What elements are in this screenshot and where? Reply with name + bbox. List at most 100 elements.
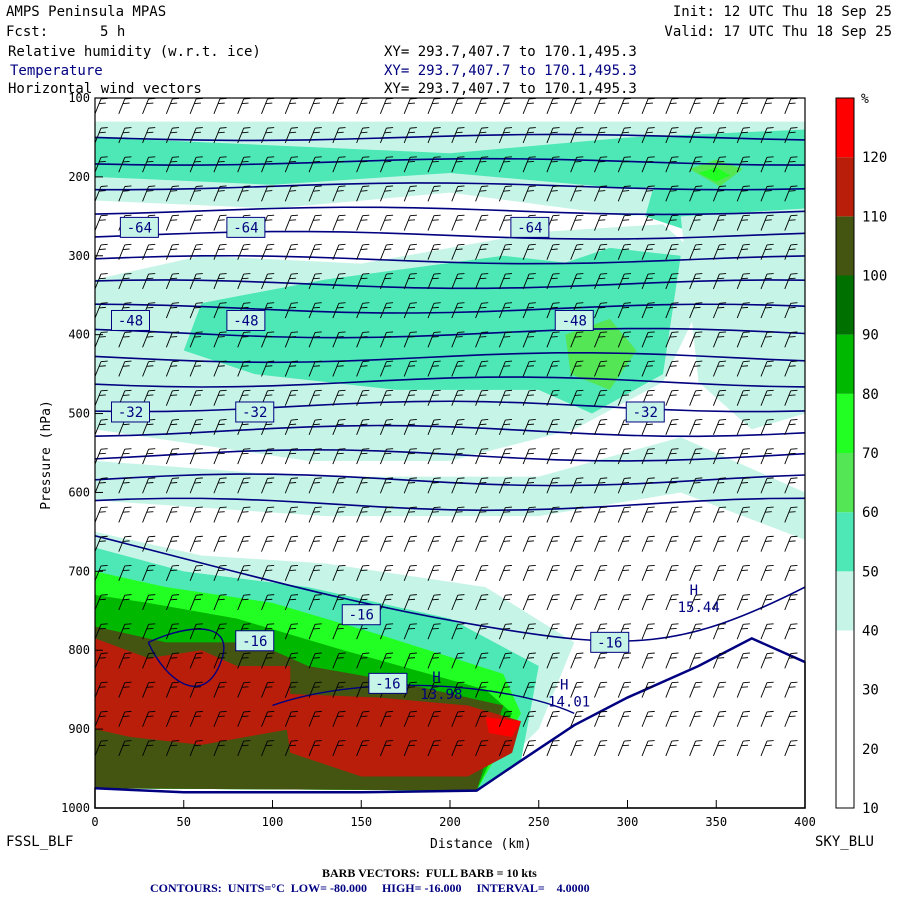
wind-barb bbox=[380, 710, 394, 727]
x-tick-label: 0 bbox=[91, 815, 98, 829]
wind-barb-shaft bbox=[213, 215, 221, 231]
wind-barb-shaft bbox=[403, 478, 411, 494]
wind-barb-flag bbox=[574, 394, 582, 396]
wind-barb-flag bbox=[457, 681, 465, 684]
wind-barb-flag bbox=[148, 448, 156, 450]
wind-barb-flag bbox=[741, 160, 749, 163]
wind-barb bbox=[451, 594, 465, 611]
wind-barb bbox=[617, 185, 631, 202]
wind-barb bbox=[784, 419, 798, 436]
wind-barb bbox=[261, 564, 275, 581]
wind-barb-flag bbox=[765, 131, 772, 134]
wind-barb-flag bbox=[291, 185, 298, 187]
wind-barb-shaft bbox=[570, 361, 578, 377]
wind-barb bbox=[665, 740, 679, 757]
wind-barb bbox=[641, 185, 655, 202]
wind-barb-flag bbox=[669, 394, 677, 396]
wind-barb-flag bbox=[576, 740, 584, 742]
field-name-rh: Relative humidity (w.r.t. ice) bbox=[8, 44, 261, 60]
wind-barb-flag bbox=[146, 627, 154, 630]
wind-barb bbox=[261, 156, 275, 173]
wind-barb-flag bbox=[360, 744, 368, 747]
wind-barb-flag bbox=[313, 219, 320, 221]
wind-barb-flag bbox=[765, 102, 772, 105]
wind-barb bbox=[189, 652, 203, 669]
wind-barb-flag bbox=[362, 419, 370, 421]
wind-barb-flag bbox=[695, 535, 703, 538]
wind-barb bbox=[784, 302, 798, 319]
wind-barb-shaft bbox=[784, 361, 792, 377]
wind-barb-shaft bbox=[189, 507, 197, 523]
wind-barb-shaft bbox=[784, 594, 792, 611]
wind-barb-flag bbox=[289, 482, 297, 484]
wind-barb-flag bbox=[479, 482, 487, 484]
wind-barb-flag bbox=[360, 365, 368, 367]
wind-barb-flag bbox=[243, 594, 251, 596]
wind-barb-shaft bbox=[546, 449, 554, 465]
wind-barb-shaft bbox=[665, 507, 673, 523]
wind-barb-flag bbox=[766, 652, 774, 654]
wind-barb-flag bbox=[291, 564, 298, 567]
wind-barb-flag bbox=[360, 248, 368, 250]
colorbar-tick-label: 40 bbox=[862, 624, 879, 640]
wind-barb-flag bbox=[362, 448, 370, 450]
wind-barb-flag bbox=[124, 652, 132, 654]
wind-barb-flag bbox=[529, 623, 536, 625]
wind-barb-shaft bbox=[570, 507, 578, 523]
wind-barb-shaft bbox=[712, 98, 720, 114]
wind-barb-shaft bbox=[284, 361, 292, 377]
wind-barb-shaft bbox=[142, 98, 149, 114]
wind-barb-flag bbox=[122, 336, 130, 338]
wind-barb-flag bbox=[503, 394, 511, 396]
wind-barb-flag bbox=[790, 243, 798, 246]
temperature-contour bbox=[95, 351, 805, 364]
wind-barb-flag bbox=[695, 448, 703, 450]
wind-barb-flag bbox=[408, 540, 416, 542]
wind-barb bbox=[189, 389, 203, 406]
wind-barb bbox=[641, 127, 655, 144]
wind-barb bbox=[142, 331, 156, 348]
wind-barb-flag bbox=[336, 131, 344, 134]
wind-barb-flag bbox=[362, 156, 370, 158]
wind-barb bbox=[665, 302, 679, 319]
wind-barb bbox=[237, 681, 251, 698]
wind-barb-shaft bbox=[261, 127, 268, 144]
wind-barb-shaft bbox=[712, 478, 720, 494]
wind-barb-flag bbox=[790, 360, 798, 363]
wind-barb bbox=[784, 506, 798, 523]
wind-barb-flag bbox=[646, 540, 653, 542]
wind-barb-flag bbox=[410, 623, 417, 625]
wind-barb-flag bbox=[148, 214, 156, 217]
wind-barb bbox=[617, 506, 631, 523]
wind-barb-shaft bbox=[522, 740, 530, 757]
wind-barb bbox=[95, 710, 108, 727]
wind-barb bbox=[142, 740, 156, 757]
wind-barb bbox=[570, 710, 584, 727]
rh-region-mid-core bbox=[183, 255, 628, 390]
wind-barb-flag bbox=[719, 156, 727, 158]
wind-barb-flag bbox=[505, 419, 513, 421]
wind-barb bbox=[213, 448, 227, 465]
wind-barb-shaft bbox=[237, 594, 245, 611]
wind-barb-flag bbox=[100, 273, 108, 275]
wind-barb bbox=[284, 448, 298, 465]
wind-barb-flag bbox=[218, 657, 225, 659]
wind-barb-flag bbox=[194, 452, 201, 455]
wind-barb-flag bbox=[384, 452, 392, 455]
wind-barb bbox=[736, 594, 750, 611]
wind-barb-flag bbox=[360, 423, 368, 426]
wind-barb-flag bbox=[410, 156, 417, 158]
wind-barb bbox=[165, 185, 180, 202]
wind-barb-flag bbox=[122, 190, 130, 192]
wind-barb-shaft bbox=[451, 127, 459, 144]
wind-barb-flag bbox=[788, 365, 796, 367]
wind-barb-flag bbox=[481, 710, 489, 713]
y-tick-label: 100 bbox=[68, 91, 90, 105]
wind-barb-shaft bbox=[522, 273, 530, 290]
wind-barb bbox=[308, 214, 322, 231]
wind-barb bbox=[760, 331, 774, 348]
wind-barb-flag bbox=[481, 477, 489, 479]
wind-barb-shaft bbox=[284, 332, 292, 348]
wind-barb-flag bbox=[148, 506, 156, 509]
wind-barb-flag bbox=[99, 686, 106, 688]
